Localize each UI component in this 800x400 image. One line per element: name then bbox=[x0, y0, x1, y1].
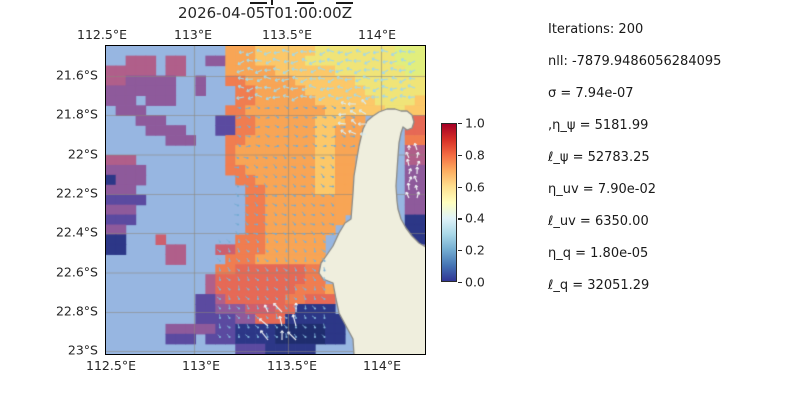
y-tick: 22.8°S bbox=[55, 303, 98, 319]
map-plot-area bbox=[105, 45, 426, 355]
stat-line: ℓ_ψ = 52783.25 bbox=[548, 150, 650, 165]
colorbar-tick-mark bbox=[458, 123, 462, 125]
colorbar-tick-label: 0.8 bbox=[465, 147, 485, 163]
x-tick-top: 113°E bbox=[173, 27, 213, 42]
y-tick: 22.2°S bbox=[55, 185, 98, 201]
clipped-glyph-bar bbox=[250, 2, 267, 5]
colorbar-tick-label: 0.4 bbox=[465, 210, 485, 226]
colorbar-tick-label: 0.6 bbox=[465, 179, 485, 195]
clipped-glyph-bar bbox=[297, 2, 314, 5]
colorbar-tick-mark bbox=[458, 250, 462, 252]
x-tick-top: 114°E bbox=[357, 27, 397, 42]
colorbar-tick-mark bbox=[458, 218, 462, 220]
y-tick: 22°S bbox=[67, 146, 98, 161]
y-tick: 22.4°S bbox=[55, 224, 98, 240]
heatmap-canvas bbox=[106, 46, 425, 354]
x-tick-bottom: 112.5°E bbox=[86, 358, 136, 373]
clipped-glyph-bar bbox=[336, 2, 353, 5]
x-tick-top: 113.5°E bbox=[262, 27, 312, 42]
stat-line: Iterations: 200 bbox=[548, 22, 644, 37]
clipped-glyph-bar bbox=[270, 0, 273, 5]
x-tick-bottom: 114°E bbox=[362, 358, 402, 373]
stat-line: η_q = 1.80e-05 bbox=[548, 246, 649, 261]
x-tick-bottom: 113°E bbox=[181, 358, 221, 373]
y-tick: 21.6°S bbox=[55, 67, 98, 83]
x-tick-bottom: 113.5°E bbox=[267, 358, 317, 373]
stat-line: η_uv = 7.90e-02 bbox=[548, 182, 657, 197]
stat-line: ℓ_uv = 6350.00 bbox=[548, 214, 649, 229]
colorbar-tick-mark bbox=[458, 186, 462, 188]
y-tick: 23°S bbox=[67, 342, 98, 358]
y-tick: 21.8°S bbox=[55, 106, 98, 122]
stat-line: ,η_ψ = 5181.99 bbox=[548, 118, 649, 133]
x-tick-top: 112.5°E bbox=[77, 27, 127, 42]
colorbar-tick-mark bbox=[458, 282, 462, 284]
stat-line: ℓ_q = 32051.29 bbox=[548, 278, 650, 293]
stat-line: nll: -7879.9486056284095 bbox=[548, 54, 722, 69]
colorbar-tick-mark bbox=[458, 154, 462, 156]
colorbar-tick-label: 0.0 bbox=[465, 274, 485, 290]
y-tick: 22.6°S bbox=[55, 264, 98, 279]
plot-title: 2026-04-05T01:00:00Z bbox=[178, 4, 352, 22]
colorbar-tick-label: 1.0 bbox=[465, 115, 485, 131]
colorbar-tick-label: 0.2 bbox=[465, 242, 485, 258]
stat-line: σ = 7.94e-07 bbox=[548, 86, 634, 101]
colorbar bbox=[441, 123, 457, 282]
